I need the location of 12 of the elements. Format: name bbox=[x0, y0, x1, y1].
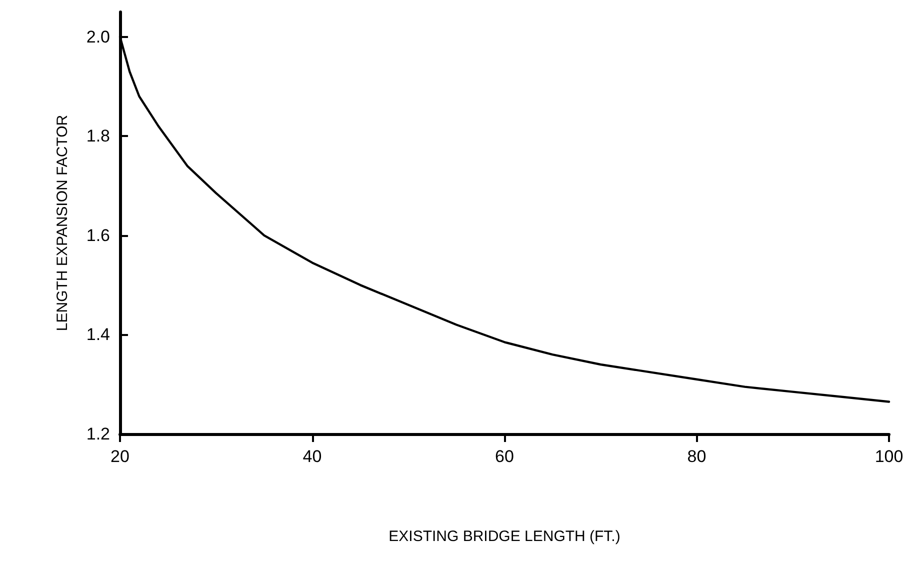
y-tick-label: 1.4 bbox=[86, 325, 110, 344]
y-tick-label: 1.8 bbox=[86, 126, 110, 146]
y-tick-label: 1.2 bbox=[86, 424, 110, 444]
x-tick-label: 100 bbox=[874, 447, 904, 466]
y-tick-label: 2.0 bbox=[86, 27, 110, 46]
x-tick-label: 60 bbox=[495, 447, 514, 466]
y-axis-title: LENGTH EXPANSION FACTOR bbox=[54, 114, 71, 332]
y-tick-label: 1.6 bbox=[86, 226, 110, 245]
x-axis-title: EXISTING BRIDGE LENGTH (FT.) bbox=[388, 528, 620, 545]
x-tick-label: 20 bbox=[110, 447, 130, 466]
x-tick-label: 40 bbox=[302, 447, 322, 466]
x-tick-label: 80 bbox=[687, 447, 706, 466]
